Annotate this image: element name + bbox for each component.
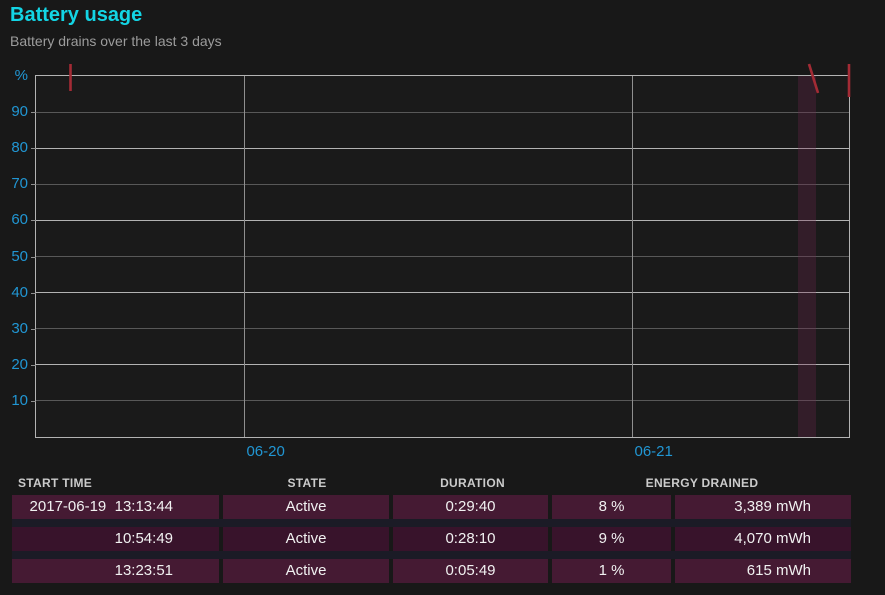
y-axis-tick [31,364,36,366]
y-axis-tick [31,184,36,186]
col-header-start-time: START TIME [18,476,93,490]
cell-energy-drained: 4,070 mWh [675,527,851,551]
y-axis-tick-label: 90 [11,103,28,121]
y-axis-tick [31,220,36,222]
gridline-vertical [243,76,245,437]
gridline-horizontal [36,147,849,149]
y-axis-tick-label: 10 [11,391,28,409]
cell-energy-drained: 615 mWh [675,559,851,583]
gridline-horizontal [36,292,849,294]
y-axis-tick-label: 40 [11,283,28,301]
plot-area [35,75,850,438]
y-axis-tick [31,328,36,330]
gridline-horizontal [36,111,849,113]
gridline-horizontal [36,400,849,402]
gridline-horizontal [36,364,849,366]
col-header-duration: DURATION [440,476,505,490]
gridline-horizontal [36,183,849,185]
row-separator [12,551,851,559]
y-axis-tick-label: 60 [11,211,28,229]
col-header-energy-drained: ENERGY DRAINED [645,476,759,490]
y-axis-tick [31,148,36,150]
y-axis-tick-label: 20 [11,355,28,373]
cell-duration: 0:05:49 [393,559,548,583]
y-axis-tick [31,400,36,402]
table-row: 13:23:51 Active 0:05:49 1 % 615 mWh [12,559,851,583]
table-row: 2017-06-19 13:13:44 Active 0:29:40 8 % 3… [12,495,851,519]
gridline-vertical [631,76,633,437]
cell-state: Active [223,559,389,583]
y-axis-tick [31,292,36,294]
gridline-horizontal [36,328,849,330]
cell-duration: 0:28:10 [393,527,548,551]
table-header: START TIME STATE DURATION ENERGY DRAINED [0,476,885,491]
y-axis-tick-label: % [14,67,28,84]
cell-duration: 0:29:40 [393,495,548,519]
cell-state: Active [223,527,389,551]
gridline-horizontal [36,219,849,221]
cell-percent-drained: 8 % [552,495,671,519]
page-title: Battery usage [10,4,143,26]
page-subtitle: Battery drains over the last 3 days [10,33,222,49]
cell-start-time: 10:54:49 [12,527,219,551]
y-axis-tick-label: 70 [11,175,28,193]
cell-percent-drained: 1 % [552,559,671,583]
y-axis-tick-label: 80 [11,139,28,157]
cell-percent-drained: 9 % [552,527,671,551]
x-axis-tick-label: 06-20 [246,443,285,460]
cell-state: Active [223,495,389,519]
gridline-horizontal [36,256,849,257]
y-axis-tick-label: 30 [11,319,28,337]
y-axis-tick-label: 50 [11,247,28,265]
battery-drains-table: 2017-06-19 13:13:44 Active 0:29:40 8 % 3… [12,495,851,583]
y-axis-tick [31,112,36,114]
table-row: 10:54:49 Active 0:28:10 9 % 4,070 mWh [12,527,851,551]
row-separator [12,519,851,527]
drain-highlight-band [798,76,817,437]
col-header-state: STATE [287,476,327,490]
y-axis-tick [31,256,36,258]
cell-energy-drained: 3,389 mWh [675,495,851,519]
cell-start-time: 13:23:51 [12,559,219,583]
cell-start-time: 2017-06-19 13:13:44 [12,495,219,519]
x-axis-tick-label: 06-21 [634,443,673,460]
